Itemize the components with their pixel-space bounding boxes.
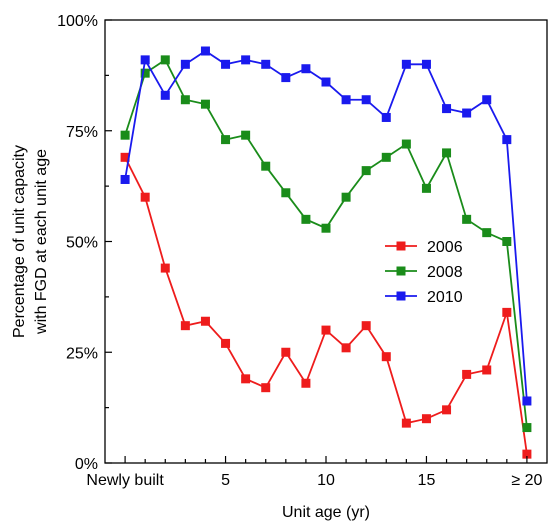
data-point-2010 xyxy=(301,64,311,74)
series-line-2006 xyxy=(124,156,528,455)
data-point-2008 xyxy=(321,223,331,233)
data-point-2006 xyxy=(361,321,371,331)
data-point-2008 xyxy=(502,237,512,246)
x-tick-label: 5 xyxy=(221,472,230,489)
x-tick-label: Newly built xyxy=(86,472,164,489)
x-axis-title: Unit age (yr) xyxy=(282,504,370,521)
data-point-2010 xyxy=(361,95,371,105)
data-point-2010 xyxy=(442,104,452,114)
data-point-2006 xyxy=(522,449,532,459)
data-point-2010 xyxy=(221,59,231,69)
y-tick-label: 100% xyxy=(57,13,98,30)
data-point-2006 xyxy=(120,152,130,162)
data-point-2010 xyxy=(180,59,190,69)
data-point-2006 xyxy=(261,383,271,393)
data-point-2008 xyxy=(180,95,190,105)
data-point-2006 xyxy=(301,378,311,388)
legend-label: 2010 xyxy=(427,289,463,306)
data-point-2010 xyxy=(160,90,170,100)
data-point-2006 xyxy=(401,418,411,428)
data-point-2010 xyxy=(462,108,472,118)
legend-label: 2008 xyxy=(427,264,463,281)
data-point-2010 xyxy=(421,59,431,69)
y-axis: 0% 25% 50% 75% 100% xyxy=(57,13,112,473)
y-tick-label: 25% xyxy=(66,345,98,362)
data-point-2006 xyxy=(381,352,391,362)
y-axis-title-line-2: with FGD at each unit age xyxy=(33,149,50,335)
data-point-2010 xyxy=(502,135,512,145)
legend: 2006 2008 2010 xyxy=(385,239,463,306)
y-tick-label: 75% xyxy=(66,124,98,141)
data-point-2006 xyxy=(442,405,452,415)
series-2008 xyxy=(120,55,532,433)
legend-label: 2006 xyxy=(427,239,463,256)
data-point-2006 xyxy=(421,414,431,424)
data-point-2008 xyxy=(401,139,411,149)
data-point-2008 xyxy=(421,183,431,193)
data-point-2008 xyxy=(120,130,130,140)
y-axis-title-line-1: Percentage of unit capacity xyxy=(11,145,28,338)
data-point-2010 xyxy=(522,396,532,406)
legend-item-2010: 2010 xyxy=(385,289,463,306)
data-point-2006 xyxy=(140,192,150,202)
data-point-2010 xyxy=(200,46,210,56)
data-point-2008 xyxy=(482,228,492,238)
x-axis: Newly built 5 10 15 ≥ 20 xyxy=(86,456,543,489)
legend-swatch-marker xyxy=(396,241,406,251)
data-point-2010 xyxy=(381,112,391,122)
legend-item-2008: 2008 xyxy=(385,264,463,281)
data-point-2006 xyxy=(281,347,291,357)
data-point-2008 xyxy=(442,148,452,158)
data-point-2008 xyxy=(522,423,532,433)
data-point-2008 xyxy=(221,135,231,145)
legend-item-2006: 2006 xyxy=(385,239,463,256)
data-point-2006 xyxy=(321,325,331,335)
data-point-2006 xyxy=(482,365,492,375)
data-point-2006 xyxy=(160,263,170,273)
data-point-2010 xyxy=(261,59,271,69)
data-point-2008 xyxy=(381,152,391,162)
data-point-2008 xyxy=(241,130,251,140)
data-point-2008 xyxy=(160,55,170,65)
legend-swatch-marker xyxy=(396,291,406,301)
data-point-2008 xyxy=(140,68,150,78)
data-point-2010 xyxy=(341,95,351,105)
legend-swatch-marker xyxy=(396,266,406,276)
data-point-2010 xyxy=(321,77,331,87)
x-tick-label: 10 xyxy=(317,472,335,489)
data-point-2008 xyxy=(281,188,291,198)
data-point-2010 xyxy=(281,73,291,83)
data-point-2006 xyxy=(200,316,210,326)
data-point-2006 xyxy=(462,369,472,379)
data-point-2006 xyxy=(241,374,251,384)
data-point-2010 xyxy=(241,55,251,65)
data-point-2006 xyxy=(180,321,190,331)
y-tick-label: 50% xyxy=(66,235,98,252)
data-point-2010 xyxy=(401,59,411,69)
data-point-2006 xyxy=(341,343,351,353)
data-point-2010 xyxy=(140,55,150,65)
data-point-2008 xyxy=(341,192,351,202)
data-point-2006 xyxy=(221,338,231,348)
x-tick-label: ≥ 20 xyxy=(511,472,542,489)
data-point-2006 xyxy=(502,307,512,317)
series-2006 xyxy=(120,152,532,459)
series-2010 xyxy=(120,46,532,406)
series-layer xyxy=(120,46,532,459)
data-point-2008 xyxy=(301,214,311,224)
data-point-2010 xyxy=(120,174,130,184)
data-point-2008 xyxy=(261,161,271,171)
x-tick-label: 15 xyxy=(418,472,436,489)
data-point-2010 xyxy=(482,95,492,105)
data-point-2008 xyxy=(462,214,472,224)
y-tick-label: 0% xyxy=(75,456,98,473)
data-point-2008 xyxy=(200,99,210,109)
data-point-2008 xyxy=(361,166,371,176)
